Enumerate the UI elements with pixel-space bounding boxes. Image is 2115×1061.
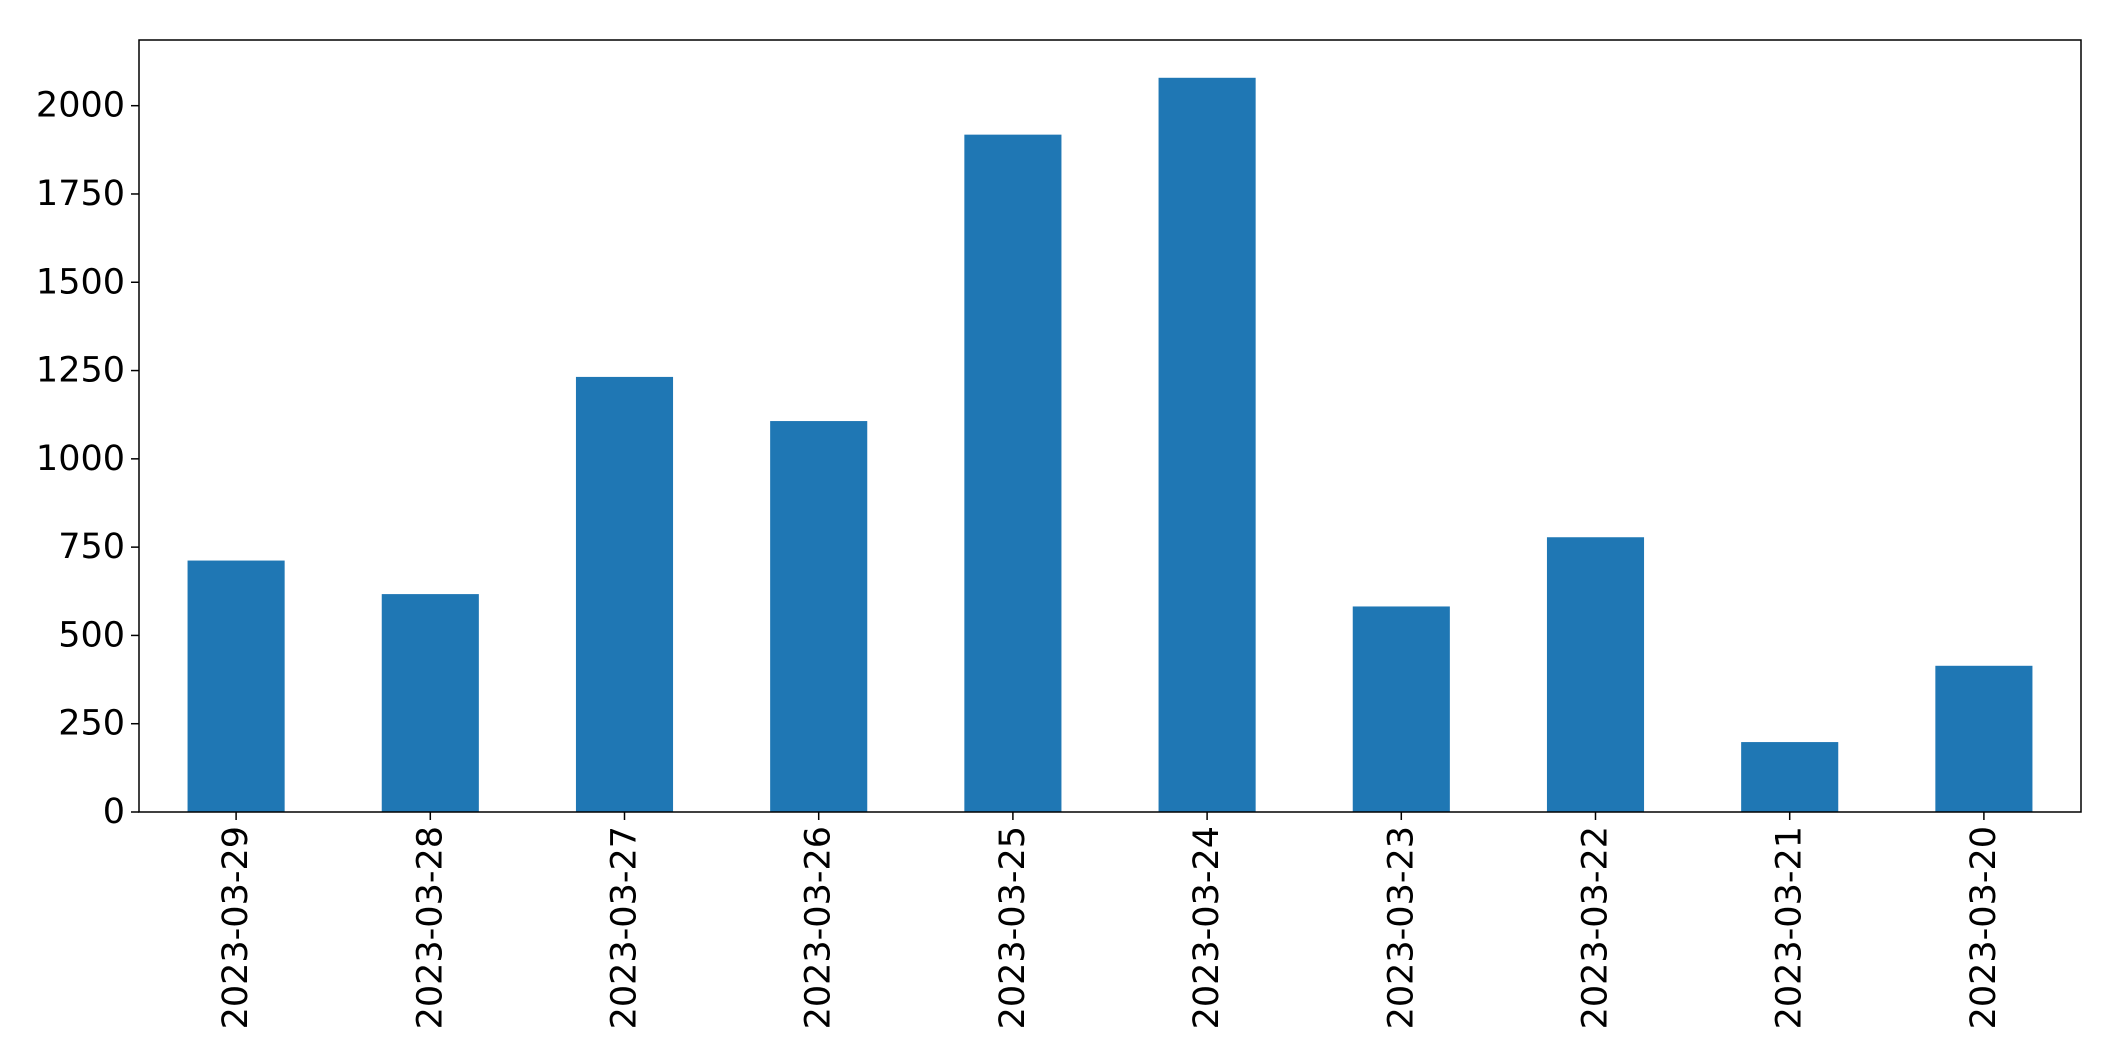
x-tick-label: 2023-03-22 (1576, 826, 1616, 1029)
x-tick-label: 2023-03-21 (1770, 826, 1810, 1029)
y-axis: 0 250 500 750 1000 1250 1500 1750 2000 (36, 86, 139, 832)
plot-frame (138, 39, 2082, 813)
y-tick-label: 750 (58, 527, 125, 567)
x-tick-label: 2023-03-28 (410, 826, 450, 1029)
bar-2023-03-23 (1352, 606, 1450, 812)
bar-2023-03-24 (1158, 77, 1256, 813)
x-tick-label: 2023-03-25 (993, 826, 1033, 1029)
bar-2023-03-21 (1741, 742, 1839, 812)
y-tick-label: 500 (58, 615, 125, 655)
x-tick-label: 2023-03-27 (605, 826, 645, 1029)
bar-2023-03-20 (1935, 665, 2033, 812)
bar-2023-03-27 (575, 376, 674, 812)
x-tick-label: 2023-03-24 (1187, 826, 1227, 1029)
x-tick-label: 2023-03-26 (799, 826, 839, 1029)
bar-2023-03-25 (964, 134, 1062, 812)
y-tick-label: 0 (103, 792, 125, 832)
y-tick-label: 1750 (36, 174, 125, 214)
x-tick-label: 2023-03-23 (1381, 826, 1421, 1029)
bars-group (187, 77, 2033, 813)
y-tick-label: 1500 (36, 262, 125, 302)
x-tick-label: 2023-03-29 (216, 826, 256, 1029)
bar-2023-03-26 (770, 421, 868, 812)
y-tick-label: 2000 (36, 86, 125, 126)
y-tick-label: 1250 (36, 351, 125, 391)
x-axis: 2023-03-29 2023-03-28 2023-03-27 2023-03-26… (216, 812, 2004, 1029)
bar-2023-03-29 (187, 560, 285, 812)
bar-2023-03-22 (1546, 537, 1645, 812)
y-tick-label: 250 (58, 704, 125, 744)
bar-2023-03-28 (381, 594, 479, 812)
y-tick-label: 1000 (36, 439, 125, 479)
x-tick-label: 2023-03-20 (1964, 826, 2004, 1029)
